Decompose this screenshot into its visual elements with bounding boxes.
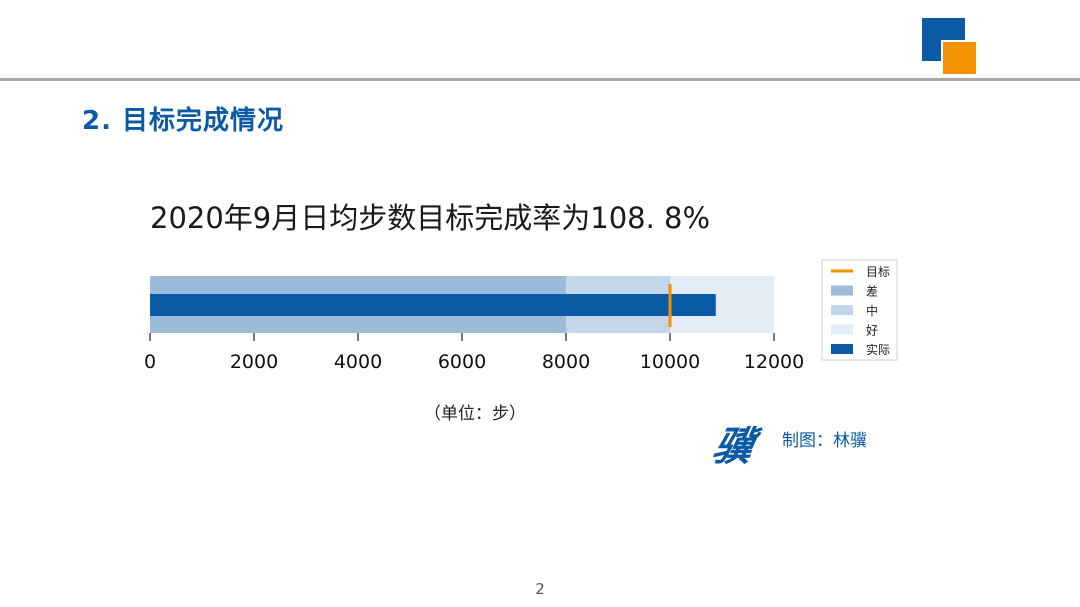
x-axis-label: （单位：步） bbox=[424, 404, 526, 424]
legend-label-差: 差 bbox=[866, 285, 878, 299]
section-title: 2. 目标完成情况 bbox=[82, 106, 285, 136]
x-tick-label: 4000 bbox=[334, 351, 382, 373]
legend-swatch-中 bbox=[831, 305, 853, 315]
actual-bar bbox=[150, 294, 716, 316]
target-marker bbox=[668, 284, 672, 327]
legend-swatch-好 bbox=[831, 324, 853, 335]
x-tick-label: 8000 bbox=[542, 351, 590, 373]
chart-title: 2020年9月日均步数目标完成率为108. 8% bbox=[150, 201, 711, 235]
page-number: 2 bbox=[535, 580, 545, 598]
x-tick-label: 10000 bbox=[640, 351, 700, 373]
x-tick-label: 2000 bbox=[230, 351, 278, 373]
x-axis: 0 2000 4000 6000 8000 10000 12000 bbox=[144, 333, 804, 373]
legend-label-实际: 实际 bbox=[866, 342, 890, 357]
legend-label-好: 好 bbox=[866, 324, 878, 338]
legend-label-目标: 目标 bbox=[866, 265, 890, 279]
legend-swatch-目标 bbox=[831, 269, 853, 273]
brand-logo-icon bbox=[922, 18, 978, 76]
legend-label-中: 中 bbox=[866, 303, 878, 318]
signature-stamp: 骥 bbox=[708, 423, 759, 470]
target-markers bbox=[668, 284, 672, 327]
legend-swatch-实际 bbox=[831, 344, 853, 354]
header-divider bbox=[0, 78, 1080, 81]
actual-bars bbox=[150, 294, 716, 316]
credit-text: 制图：林骥 bbox=[782, 431, 867, 451]
logo-orange-square bbox=[941, 40, 978, 76]
x-tick-label: 0 bbox=[144, 351, 156, 373]
author-credit: 骥 制图：林骥 bbox=[708, 414, 894, 470]
legend-swatch-差 bbox=[831, 285, 853, 296]
x-tick-label: 12000 bbox=[744, 351, 804, 373]
x-tick-label: 6000 bbox=[438, 351, 486, 373]
